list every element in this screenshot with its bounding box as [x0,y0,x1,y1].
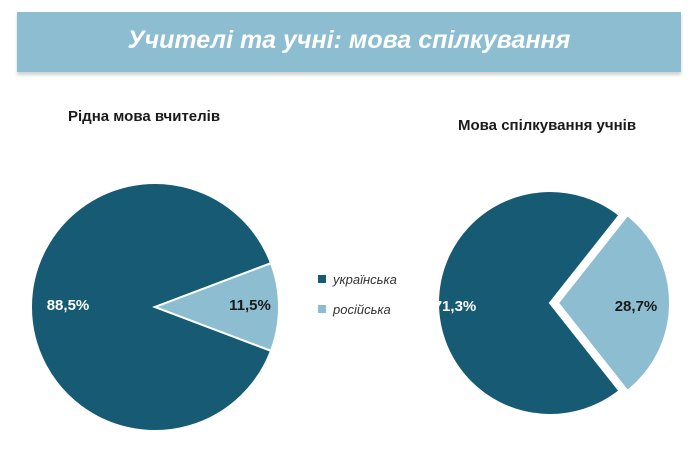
pie1-slice-ukrainian [437,190,621,416]
legend-swatch-russian [318,305,326,313]
legend-swatch-ukrainian [318,275,326,283]
legend-label-ukrainian: українська [333,271,397,287]
pie0-slice-russian [152,261,280,353]
chart-title-students: Мова спілкування учнів [458,117,637,134]
chart-title-teachers: Рідна мова вчителів [68,108,221,125]
pie0-slice-ukrainian [30,182,273,432]
pie1-label-ukrainian: 71,3% [434,298,477,315]
pie1-label-russian: 28,7% [615,298,658,315]
legend: українська російська [318,268,397,328]
pie0-label-russian: 11,5% [229,297,271,314]
page-title: Учителі та учні: мова спілкування [127,26,571,54]
header-banner: Учителі та учні: мова спілкування [17,12,681,72]
legend-item-ukrainian: українська [318,268,397,290]
pie1-slice-russian [556,213,671,393]
legend-item-russian: російська [318,298,397,320]
pie0-label-ukrainian: 88,5% [47,297,90,314]
legend-label-russian: російська [333,301,391,317]
